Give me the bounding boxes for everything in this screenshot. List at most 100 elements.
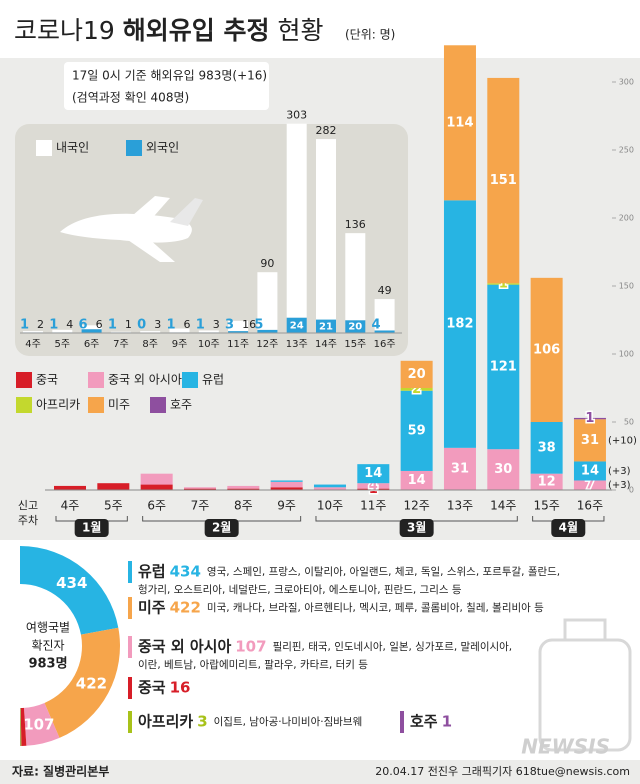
credit: 20.04.17 전진우 그래픽기자 618tue@newsis.com [375, 765, 630, 778]
donut-center: 확진자 [31, 639, 64, 653]
value-label: 38 [538, 440, 556, 455]
month-label: 3월 [407, 520, 426, 535]
region-countries: 미국, 캐나다, 브라질, 아르헨티나, 멕시코, 페루, 콜롬비아, 칠레, … [207, 602, 544, 614]
x-tick-label: 5주 [104, 499, 123, 513]
legend-swatch [36, 140, 52, 156]
inset-value: 1 [196, 318, 205, 333]
inset-value: 1 [166, 318, 175, 333]
inset-value: 4 [66, 318, 73, 331]
region-value: 107 [235, 638, 266, 656]
donut-segment [44, 627, 120, 738]
bar-segment [183, 487, 216, 489]
legend-label: 중국 [36, 373, 58, 387]
inset-bar [374, 299, 395, 331]
inset-value: 1 [20, 318, 29, 333]
inset-value: 6 [184, 318, 191, 331]
y-tick-label: 0 [629, 486, 634, 495]
x-tick-label: 9주 [277, 499, 296, 513]
value-label: 14 [364, 466, 382, 481]
y-tick-label: 50 [624, 418, 634, 427]
donut-segment [20, 707, 27, 746]
legend-swatch [16, 372, 32, 388]
y-tick-label: 150 [619, 282, 634, 291]
x-tick-label: 7주 [191, 499, 210, 513]
title-part: 코로나19 [14, 16, 115, 45]
donut-label: 434 [56, 574, 87, 592]
y-tick-label: 300 [619, 78, 634, 87]
axis-label: 신고 [18, 499, 38, 512]
x-tick-label: 11주 [360, 499, 386, 513]
legend-label: 미주 [108, 398, 130, 412]
region-countries: 이집트, 남아공·나미비아·짐바브웨 [214, 716, 363, 728]
wing [118, 196, 170, 232]
inset-x-label: 6주 [84, 339, 100, 350]
summary: 17일 0시 기준 해외유입 983명(+16) [72, 69, 267, 83]
airplane [60, 196, 203, 262]
suitcase-handle [563, 618, 607, 640]
inset-value: 3 [213, 318, 220, 331]
inset-bar [374, 330, 395, 333]
value-label: 106 [533, 342, 560, 357]
inset-bar [228, 320, 249, 332]
donut-center: 여행국별 [26, 620, 70, 635]
bar-segment [530, 422, 563, 474]
inset-panel [15, 124, 408, 356]
region-name: 아프리카 [138, 713, 193, 731]
region-countries: 필리핀, 태국, 인도네시아, 일본, 싱가포르, 말레이시아, [273, 640, 513, 653]
bar-segment [270, 480, 303, 482]
region-value: 1 [442, 713, 452, 731]
inset-value: 3 [225, 318, 234, 333]
bar-segment [487, 449, 520, 490]
inset-value: 0 [137, 318, 146, 333]
bar-segment [140, 484, 173, 490]
source: 자료: 질병관리본부 [12, 764, 109, 779]
value-label: 151 [490, 173, 517, 188]
inset-bar [257, 272, 278, 330]
region-marker [128, 636, 132, 658]
bar-segment [357, 483, 390, 489]
inset-x-label: 8주 [142, 339, 158, 350]
region-name: 미주 [138, 599, 166, 617]
region-value: 16 [170, 679, 191, 697]
inset-bar [316, 139, 336, 320]
value-label: 31 [451, 461, 469, 476]
legend-label: 유럽 [202, 373, 224, 387]
bar-segment [270, 481, 303, 488]
inset-x-label: 10주 [198, 339, 220, 350]
region-marker [400, 711, 404, 733]
value-label: 31 [581, 433, 599, 448]
month-box [551, 519, 586, 537]
region-marker [128, 597, 132, 619]
inset-x-label: 4주 [25, 339, 41, 350]
bar-segment [573, 419, 606, 462]
bar-segment [357, 464, 390, 484]
region-value: 3 [197, 713, 207, 731]
donut-label: 107 [23, 715, 54, 733]
inset-bar [140, 331, 161, 333]
x-tick-label: 10주 [317, 499, 343, 513]
inset-x-label: 11주 [227, 339, 249, 350]
inset-x-label: 14주 [315, 339, 337, 350]
inset-bar [345, 233, 366, 321]
bar-segment [140, 473, 173, 485]
legend-swatch [126, 140, 142, 156]
region-name: 호주 [410, 713, 438, 731]
legend-label: 외국인 [146, 141, 179, 155]
month-box [204, 519, 239, 537]
inset-x-label: 16주 [374, 339, 396, 350]
legend-swatch [182, 372, 198, 388]
bar-segment [183, 488, 216, 490]
inset-x-label: 13주 [286, 339, 308, 350]
title-emphasis: 해외유입 추정 [123, 16, 270, 45]
region-countries: 이란, 베트남, 아랍에미리트, 팔라우, 카타르, 터키 등 [138, 658, 368, 671]
value-label: 20 [408, 367, 426, 382]
value-label: 114 [446, 115, 473, 130]
x-tick-label: 15주 [533, 499, 559, 513]
bar-segment [54, 485, 86, 490]
value-label: 14 [581, 463, 599, 478]
header-band [0, 0, 640, 58]
inset-value: 49 [378, 284, 392, 297]
summary-box [64, 62, 269, 110]
month-box [399, 519, 434, 537]
bar-segment [443, 45, 476, 201]
